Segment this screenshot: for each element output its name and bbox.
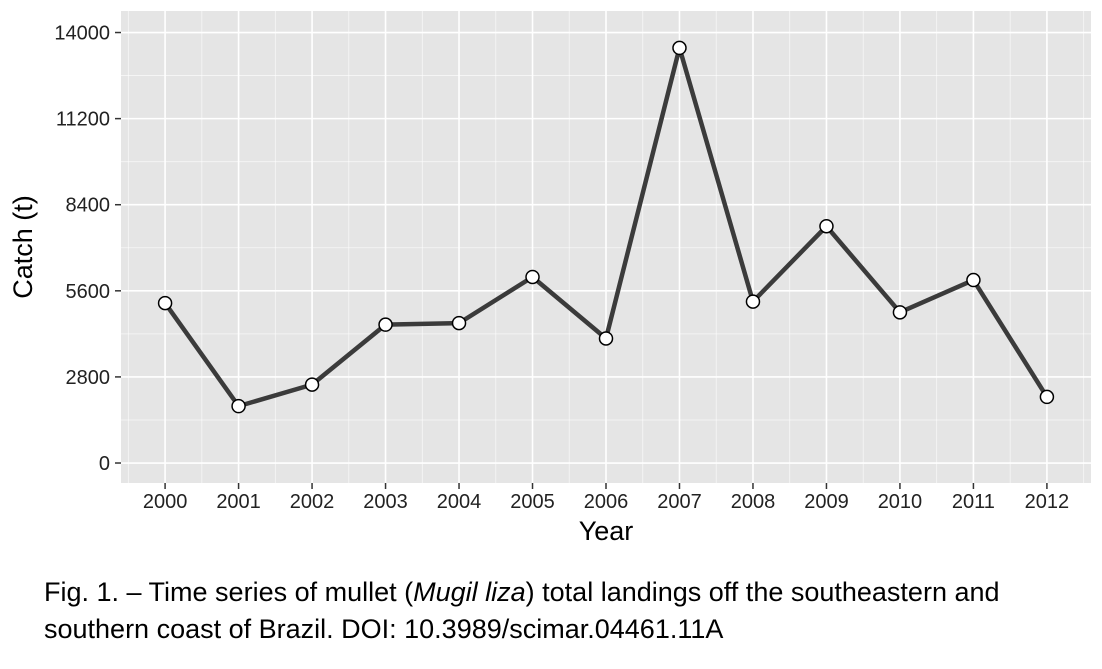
- caption-species: Mugil liza: [413, 577, 526, 607]
- x-tick-label: 2004: [437, 491, 482, 513]
- data-point: [304, 377, 320, 392]
- data-point: [157, 295, 173, 311]
- x-tick-label: 2001: [216, 491, 261, 513]
- grid-lines: [121, 11, 1091, 483]
- data-point: [819, 218, 834, 234]
- data-point: [598, 331, 614, 346]
- data-point: [1039, 389, 1055, 405]
- data-point: [745, 294, 761, 309]
- data-point: [966, 272, 981, 288]
- figure-caption: Fig. 1. – Time series of mullet (Mugil l…: [44, 574, 1084, 648]
- x-tick-label: 2005: [510, 491, 555, 513]
- y-tick-label: 8400: [66, 195, 111, 217]
- y-axis-label: Catch (t): [8, 195, 38, 299]
- data-point: [231, 398, 246, 414]
- data-point: [525, 269, 540, 285]
- x-tick-label: 2012: [1025, 491, 1070, 513]
- x-tick-label: 2006: [584, 491, 629, 513]
- data-point: [378, 317, 393, 332]
- y-tick-label: 14000: [54, 23, 110, 45]
- data-point: [672, 40, 687, 56]
- y-tick-label: 5600: [66, 281, 111, 303]
- y-tick-label: 11200: [56, 109, 110, 131]
- caption-prefix: Fig. 1. – Time series of mullet (: [44, 577, 414, 607]
- caption-suffix: ) total landings off the southeastern an…: [44, 577, 1000, 644]
- x-tick-label: 2011: [952, 491, 995, 513]
- y-tick-label: 0: [99, 453, 110, 475]
- x-tick-label: 2000: [143, 491, 188, 513]
- data-point: [451, 315, 467, 331]
- data-point: [892, 305, 908, 320]
- x-axis-label: Year: [579, 516, 634, 546]
- line-chart: 0 2800 5600 8400 11200 14000 2000 2001 2002 2003 2…: [8, 11, 1091, 546]
- y-tick-label: 2800: [66, 367, 111, 389]
- x-tick-label: 2008: [731, 491, 776, 513]
- x-tick-label: 2010: [878, 491, 923, 513]
- series: [157, 40, 1055, 414]
- x-tick-label: 2002: [290, 491, 335, 513]
- x-tick-label: 2003: [363, 491, 408, 513]
- x-tick-label: 2009: [804, 491, 849, 513]
- x-tick-label: 2007: [657, 491, 702, 513]
- axes: 0 2800 5600 8400 11200 14000 2000 2001 2002 2003 2…: [54, 23, 1069, 513]
